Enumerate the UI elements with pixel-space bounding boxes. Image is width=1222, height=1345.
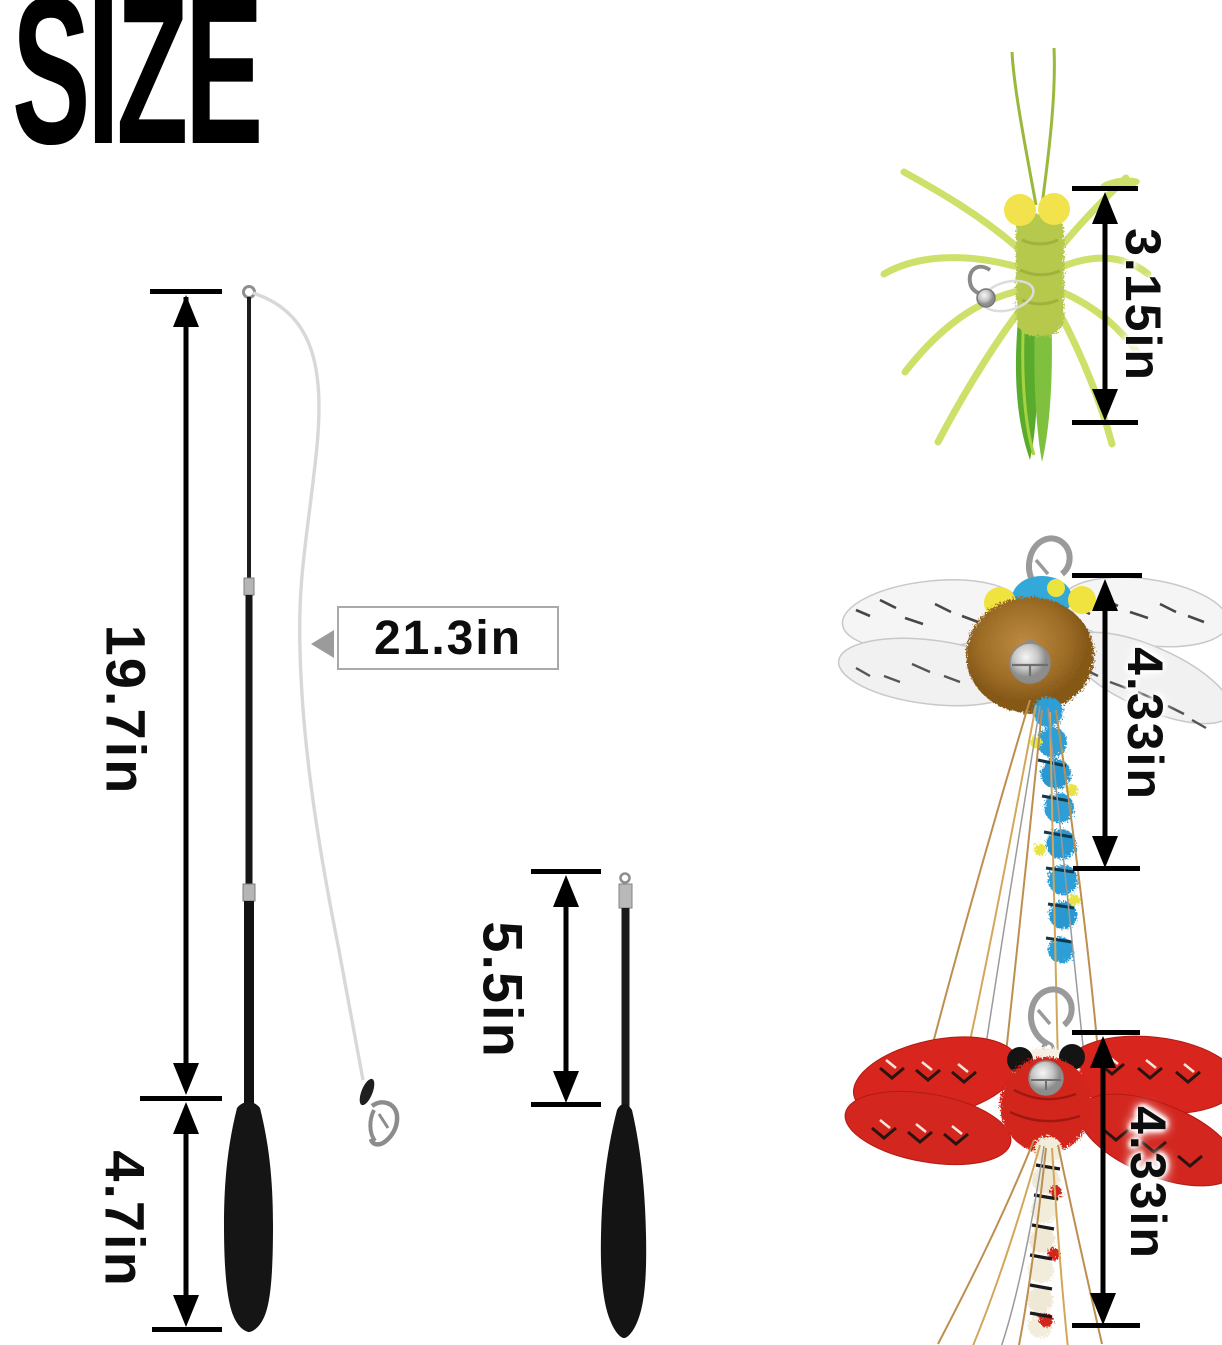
wand-handle [224,1102,273,1332]
bell-icon [1028,1060,1064,1096]
grasshopper-toy-image [880,47,1152,462]
arrow-mini-wand-length [531,869,601,1107]
pom-eye-icon [1004,194,1036,226]
wand-ferrule-icon [243,577,255,596]
pole-length-label: 19.7in [94,624,158,796]
lobster-clasp-icon [1028,986,1075,1055]
wand-string-image [252,291,400,1147]
grasshopper-height-label: 3.15in [1115,228,1171,382]
snap-clip-icon [368,1100,400,1147]
tinsel-strands [937,1139,1103,1345]
pom-eye-icon [1068,586,1096,614]
arrow-brown-dragonfly-height [1072,573,1142,871]
pom-eye-icon [1038,193,1070,225]
string-swivel-icon [359,1078,375,1106]
feather-wing [844,1035,1222,1187]
brown-dragonfly-toy-image [837,535,1222,1079]
mini-wand-ferrule-icon [618,883,633,909]
callout-arrow-icon [311,630,334,658]
bell-icon [1009,639,1051,684]
measurement-arrows [140,186,1142,1332]
red-dragonfly-toy-image [844,986,1222,1345]
wand-eyelet-icon [242,285,256,299]
arrow-grasshopper-height [1072,186,1138,425]
string-length-label: 21.3in [373,611,523,665]
arrow-pole-length [140,289,222,1101]
mini-wand-handle [600,1104,647,1338]
mini-wand-length-label: 5.5in [471,921,535,1059]
arrow-handle-length [152,1102,222,1332]
telescopic-wand-image [224,285,273,1332]
wand-ferrule-icon [242,883,256,902]
mini-wand-image [600,872,647,1338]
tinsel-strands [927,699,1099,1079]
red-dragonfly-height-label: 4.33in [1120,1106,1176,1260]
brown-dragonfly-height-label: 4.33in [1117,647,1173,801]
arrow-red-dragonfly-height [1072,1030,1140,1328]
page-title: SIZE [12,0,263,188]
mini-wand-eyelet-icon [619,872,631,884]
string-length-callout: 21.3in [337,606,559,670]
handle-length-label: 4.7in [93,1150,157,1288]
bell-icon [976,288,996,308]
